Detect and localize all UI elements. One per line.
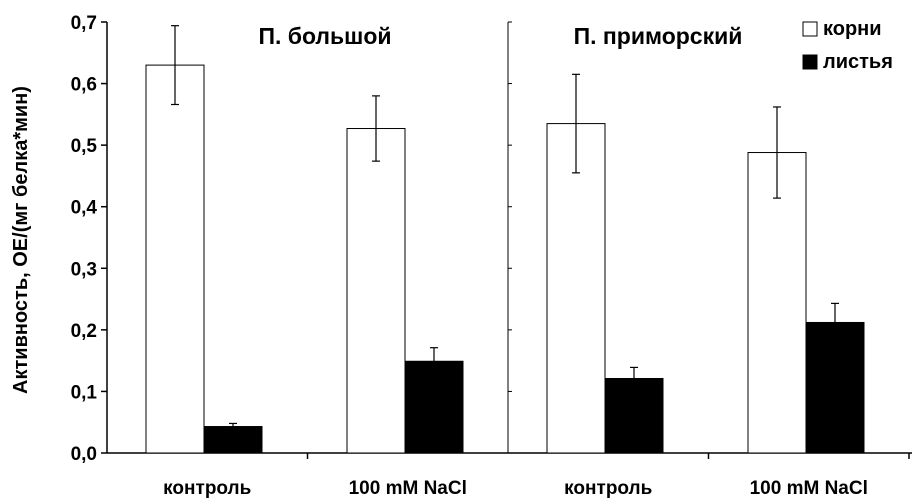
error-bar	[229, 422, 237, 431]
y-tick-label: 0,7	[71, 13, 97, 34]
panel-title: П. большой	[258, 23, 391, 49]
legend-label: корни	[823, 18, 882, 40]
bar-roots	[747, 152, 807, 454]
legend-swatch-leaves	[802, 54, 818, 70]
category-label: 100 mM NaCl	[349, 478, 467, 499]
category-label: контроль	[564, 478, 652, 499]
y-tick-label: 0,3	[71, 259, 97, 280]
chart-panel: П. приморский контроль 100 mM NaCl	[507, 21, 910, 499]
error-bar	[773, 106, 781, 199]
bar-leaves	[203, 426, 263, 454]
category-label: контроль	[163, 478, 251, 499]
legend-swatch-roots	[802, 21, 818, 37]
y-tick-label: 0,1	[71, 382, 98, 403]
error-bar	[372, 95, 380, 162]
y-axis-title: Активность, ОЕ/(мг белка*мин)	[10, 86, 32, 394]
y-tick-label: 0,4	[71, 198, 98, 219]
category-label: 100 mM NaCl	[750, 478, 868, 499]
error-bar	[831, 302, 839, 343]
y-axis: 0,0 0,1 0,2 0,3 0,4 0,5 0,6 0,7	[71, 13, 108, 465]
legend-label: листья	[823, 51, 893, 73]
chart-panel: П. большой контроль 100 mM NaCl	[145, 23, 467, 499]
bar-roots	[145, 64, 205, 454]
y-tick-label: 0,0	[71, 444, 97, 465]
y-tick-label: 0,6	[71, 75, 97, 96]
y-tick-label: 0,2	[71, 321, 97, 342]
error-bar	[572, 73, 580, 174]
legend-item: корни	[802, 18, 882, 40]
bar-leaves	[404, 360, 464, 454]
y-tick-label: 0,5	[71, 136, 98, 157]
bar-roots	[346, 128, 406, 454]
panel-title: П. приморский	[574, 23, 743, 49]
legend: корни листья	[802, 18, 893, 73]
bar-leaves	[604, 377, 664, 454]
bar-roots	[546, 123, 606, 454]
error-bar	[630, 366, 638, 391]
error-bar	[430, 347, 438, 376]
legend-item: листья	[802, 51, 893, 73]
error-bar	[171, 25, 179, 106]
